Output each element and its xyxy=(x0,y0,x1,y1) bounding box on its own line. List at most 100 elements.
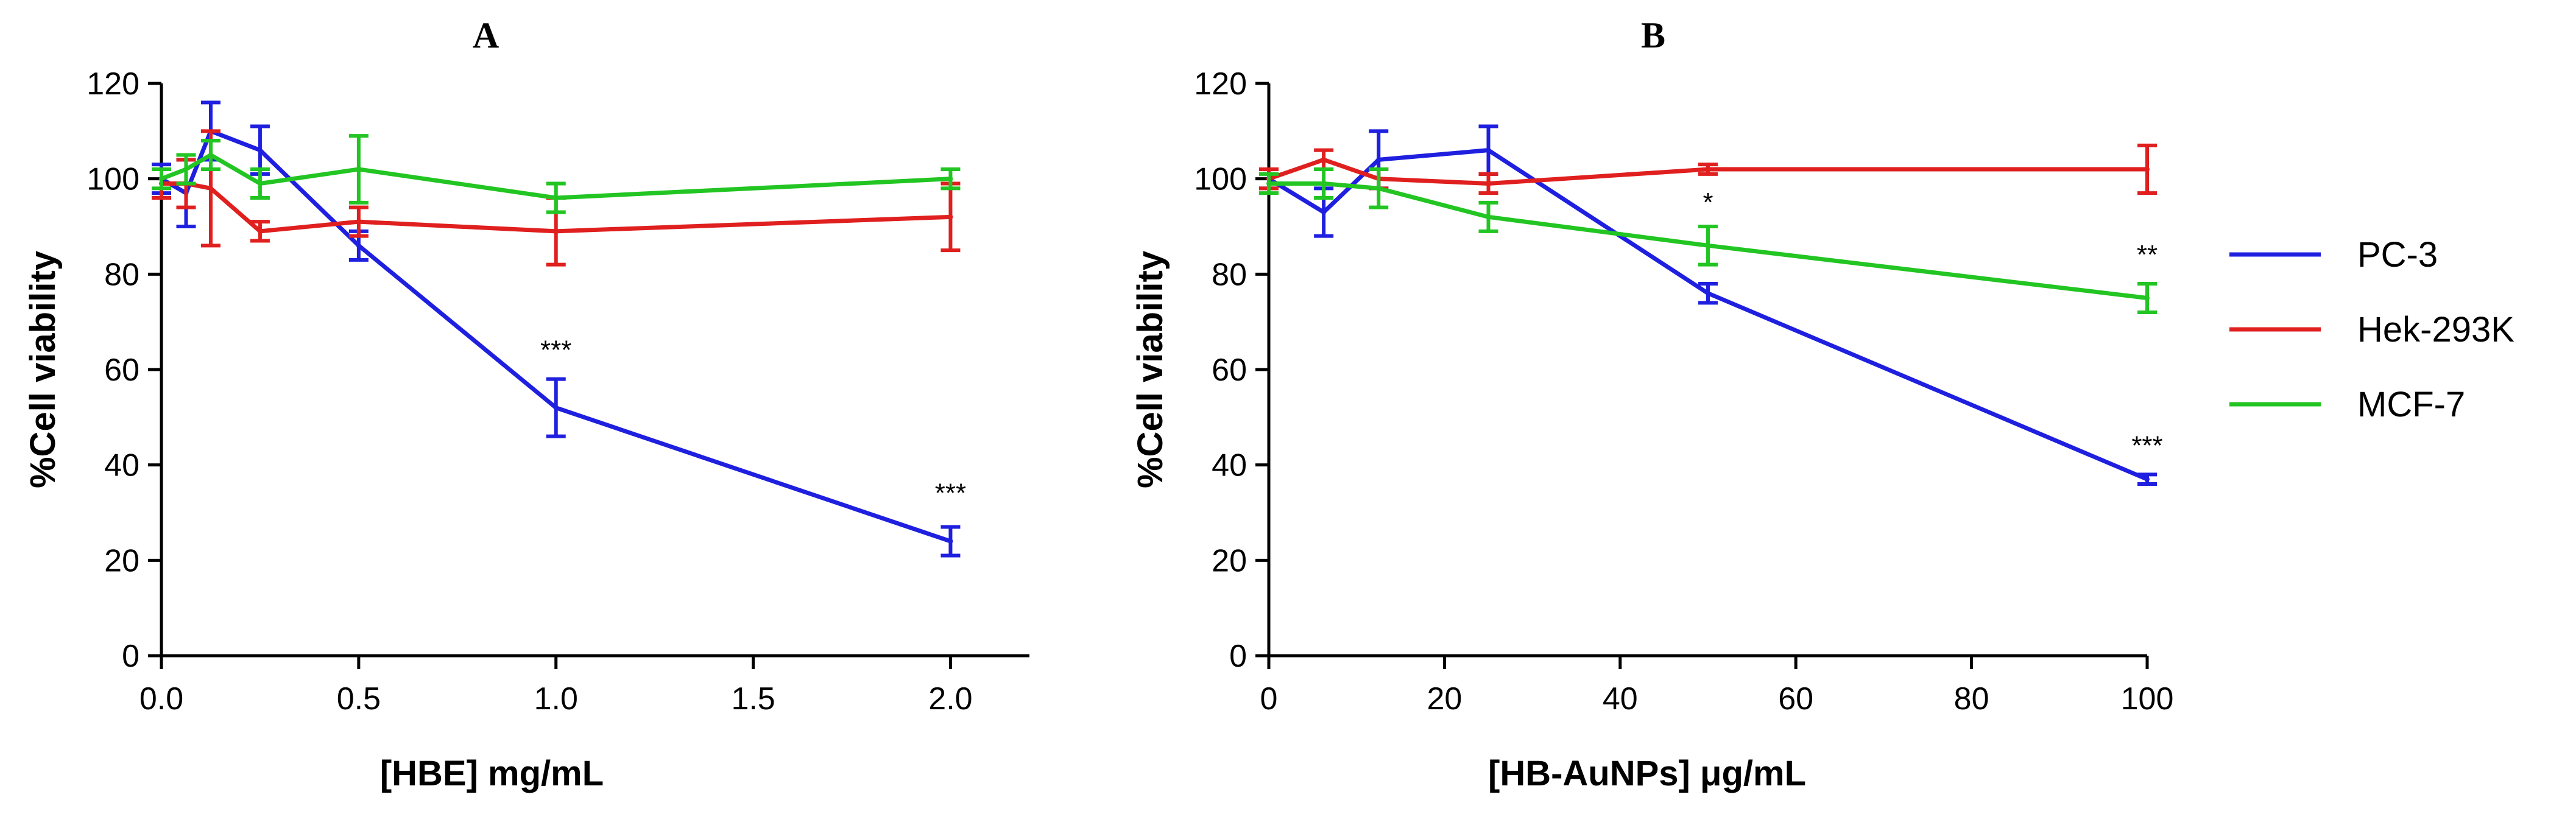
panel-b-significance-marker: ** xyxy=(2137,240,2158,270)
panel-b-series-pc-3-point xyxy=(1706,290,1710,296)
panel-b-x-tick-label: 100 xyxy=(2121,681,2174,717)
panel-b-series-pc-3-error-bar xyxy=(1698,282,1718,305)
panel-b-y-tick-label: 80 xyxy=(1212,257,1247,292)
panel-b-series-mcf-7-point xyxy=(1486,214,1491,220)
panel-a-series-mcf-7-error-bar xyxy=(940,167,961,191)
panel-a-series-pc-3-point xyxy=(553,405,559,410)
panel-b-series-hek-293k-error-bar xyxy=(1314,148,1334,171)
panel-b-series-mcf-7-point xyxy=(1266,181,1271,186)
panel-b-x-tick-label: 20 xyxy=(1427,681,1462,717)
panel-b-x-axis-label: [HB-AuNPs] μg/mL xyxy=(1488,754,1806,793)
panel-a-y-tick-label: 0 xyxy=(122,639,139,674)
panel-b-significance-marker: * xyxy=(1703,188,1713,217)
panel-a-series-hek-293k-point xyxy=(948,214,953,220)
panel-b-series-mcf-7-point xyxy=(2145,295,2150,301)
panel-a-significance-marker: *** xyxy=(540,335,571,365)
panel-b-series-hek-293k-point xyxy=(1486,181,1491,186)
panel-a-x-axis-label: [HBE] mg/mL xyxy=(380,754,604,793)
panel-a-y-tick-label: 120 xyxy=(86,66,139,102)
legend-label: MCF-7 xyxy=(2357,385,2465,424)
panel-b-series-pc-3-point xyxy=(1486,147,1491,153)
panel-b-x-tick-label: 80 xyxy=(1954,681,1989,717)
legend-item-hek-293k: Hek-293K xyxy=(2229,310,2514,349)
panel-b-series-mcf-7 xyxy=(1259,167,2157,314)
legend-label: PC-3 xyxy=(2357,235,2438,275)
panel-b-series-pc-3-point xyxy=(1376,157,1382,163)
panel-a-series-pc-3-error-bar xyxy=(250,124,270,176)
panel-a-series-mcf-7-point xyxy=(948,176,953,181)
panel-b-y-tick-label: 20 xyxy=(1212,543,1247,578)
panel-a-y-tick-label: 20 xyxy=(104,543,139,578)
panel-b-series-hek-293k-error-bar xyxy=(1478,172,1498,195)
panel-a-x-tick-label: 1.0 xyxy=(534,681,578,717)
panel-a-series-mcf-7-error-bar xyxy=(152,167,171,191)
panel-a-series-mcf-7-error-bar xyxy=(348,134,369,205)
panel-b-series-hek-293k xyxy=(1259,143,2157,195)
panel-b-x-tick-label: 60 xyxy=(1778,681,1813,717)
panel-a-y-tick-label: 60 xyxy=(104,353,139,388)
panel-a-series-mcf-7-error-bar xyxy=(546,181,566,214)
panel-a-series-pc-3-point xyxy=(257,147,263,153)
panel-b-series-pc-3-point xyxy=(2145,477,2150,482)
panel-a-x-tick-label: 2.0 xyxy=(928,681,972,717)
panel-b-y-tick-label: 0 xyxy=(1229,639,1247,674)
panel-b-series-pc-3-point xyxy=(1321,209,1327,215)
panel-a-series-hek-293k-point xyxy=(356,219,361,225)
panel-a-series-mcf-7-point xyxy=(208,152,213,158)
panel-b-series-hek-293k-point xyxy=(2145,167,2150,172)
panel-b-y-axis-label: %Cell viability xyxy=(1131,251,1170,488)
panel-b-y-tick-label: 40 xyxy=(1212,448,1247,483)
panel-a-series-mcf-7-error-bar xyxy=(176,153,196,186)
panel-b-significance-marker: *** xyxy=(2131,430,2162,460)
panel-a-series-pc-3-error-bar xyxy=(940,525,961,558)
panel-b-series-mcf-7-point xyxy=(1706,243,1710,248)
panel-a-title: A xyxy=(473,15,499,55)
panel-a-y-tick-label: 40 xyxy=(104,448,139,483)
panel-b-series-mcf-7-error-bar xyxy=(1259,172,1279,195)
panel-a: 0 20 40 60 80 100 120 0.0 0.5 1.0 1.5 2.0 A [HBE] mg/… xyxy=(23,15,1029,793)
panel-b-series-hek-293k-error-bar xyxy=(1698,163,1718,176)
panel-b: 0 20 40 60 80 100 120 0 20 40 60 80 100 B [HB-AuNPs] μ… xyxy=(1131,15,2173,793)
panel-a-series-pc-3-error-bar xyxy=(546,377,566,438)
panel-a-series-hek-293k-error-bar xyxy=(348,205,369,238)
panel-b-series-hek-293k-point xyxy=(1706,167,1710,172)
panel-b-x-tick-label: 0 xyxy=(1260,681,1278,717)
panel-b-y-tick-label: 100 xyxy=(1194,162,1247,197)
panel-b-series-hek-293k-point xyxy=(1321,157,1327,163)
panel-b-series-mcf-7-point xyxy=(1321,181,1327,186)
panel-b-series-mcf-7-error-bar xyxy=(1698,225,1718,267)
legend-item-mcf-7: MCF-7 xyxy=(2229,385,2465,424)
panel-a-series-mcf-7 xyxy=(152,134,961,214)
panel-a-series-mcf-7-point xyxy=(183,167,189,172)
panel-b-y-tick-label: 120 xyxy=(1194,66,1247,102)
panel-a-series-mcf-7-point xyxy=(159,176,164,181)
panel-a-series-hek-293k-error-bar xyxy=(250,220,270,243)
panel-b-series-hek-293k-line xyxy=(1268,157,2147,186)
panel-a-series-mcf-7-point xyxy=(553,195,559,200)
panel-a-y-tick-label: 100 xyxy=(86,162,139,197)
panel-b-series-mcf-7-error-bar xyxy=(1478,200,1498,233)
panel-b-title: B xyxy=(1641,15,1665,55)
panel-a-series-mcf-7-error-bar xyxy=(250,167,270,200)
panel-b-series-mcf-7-error-bar xyxy=(2137,282,2157,314)
panel-b-series-mcf-7-point xyxy=(1376,186,1382,191)
panel-a-y-axis-label: %Cell viability xyxy=(23,251,63,488)
panel-a-series-mcf-7-error-bar xyxy=(200,139,221,171)
panel-b-series-pc-3-error-bar xyxy=(2137,472,2157,486)
panel-b-series-mcf-7-error-bar xyxy=(1369,167,1389,209)
panel-b-series-mcf-7-error-bar xyxy=(1314,167,1334,200)
panel-b-y-tick-label: 60 xyxy=(1212,353,1247,388)
legend-item-pc-3: PC-3 xyxy=(2229,235,2438,275)
panel-a-series-pc-3-point xyxy=(948,539,953,544)
panel-a-series-pc-3 xyxy=(152,100,961,558)
panel-a-series-mcf-7-point xyxy=(356,167,361,172)
panel-a-series-hek-293k-point xyxy=(553,228,559,234)
panel-b-x-tick-label: 40 xyxy=(1603,681,1638,717)
panel-a-series-hek-293k-point xyxy=(257,228,263,234)
panel-a-significance-marker: *** xyxy=(935,479,966,508)
panel-a-series-mcf-7-point xyxy=(257,181,263,186)
panel-a-x-tick-label: 0.5 xyxy=(337,681,381,717)
panel-a-x-tick-label: 0.0 xyxy=(139,681,183,717)
legend-label: Hek-293K xyxy=(2357,310,2514,349)
